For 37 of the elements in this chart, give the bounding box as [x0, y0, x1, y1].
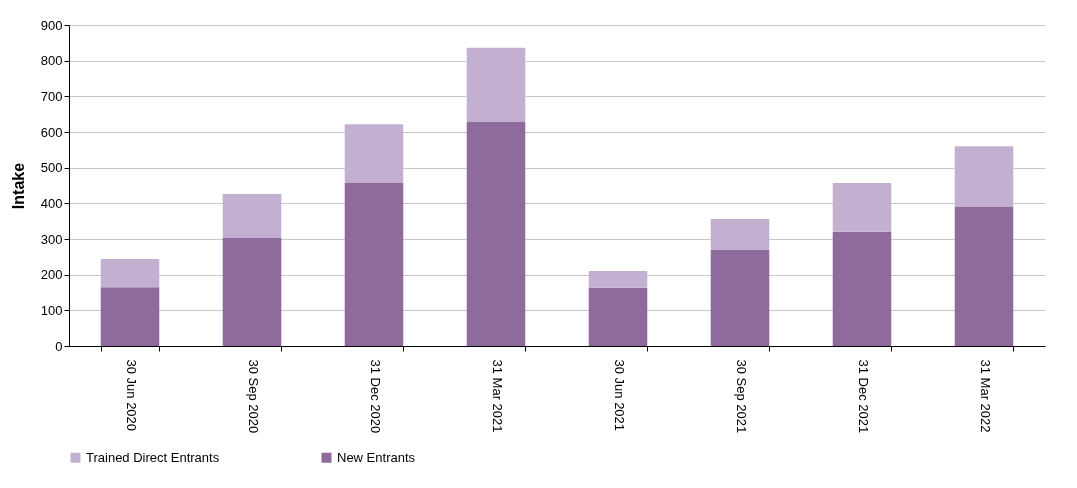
y-tick-label: 100 [40, 302, 63, 318]
bar [710, 250, 770, 346]
bar [466, 47, 526, 123]
y-tick-label: 300 [40, 231, 63, 247]
x-tick-label: 31 Dec 2021 [855, 359, 871, 434]
y-tick-label: 600 [40, 124, 63, 140]
bar [832, 183, 892, 232]
bar [344, 124, 404, 183]
y-axis-title: Intake [9, 162, 27, 210]
x-tick-label: 31 Mar 2021 [489, 359, 505, 433]
x-tick-label: 30 Sep 2021 [733, 359, 749, 434]
bar [954, 146, 1014, 207]
x-tick-label: 31 Dec 2020 [367, 359, 383, 434]
y-tick-label: 500 [40, 160, 63, 176]
bar [222, 194, 282, 238]
bar [588, 271, 648, 288]
y-tick-label: 0 [55, 338, 63, 354]
y-tick-label: 900 [40, 17, 63, 33]
bar [222, 237, 282, 346]
bar [710, 219, 770, 251]
bar [832, 231, 892, 346]
x-tick-label: 30 Jun 2021 [611, 359, 627, 432]
bar [954, 206, 1014, 346]
bar [100, 258, 160, 288]
bar [100, 287, 160, 346]
bar [466, 122, 526, 346]
x-tick-label: 31 Mar 2022 [977, 359, 993, 433]
y-tick-label: 400 [40, 195, 63, 211]
x-tick-label: 30 Sep 2020 [245, 359, 261, 434]
x-tick-label: 30 Jun 2020 [123, 359, 139, 432]
bar [344, 183, 404, 346]
legend-label: Trained Direct Entrants [86, 449, 220, 465]
bar [588, 287, 648, 346]
y-tick-label: 700 [40, 88, 63, 104]
y-tick-label: 200 [40, 267, 63, 283]
y-tick-label: 800 [40, 53, 63, 69]
legend-label: New Entrants [337, 449, 416, 465]
